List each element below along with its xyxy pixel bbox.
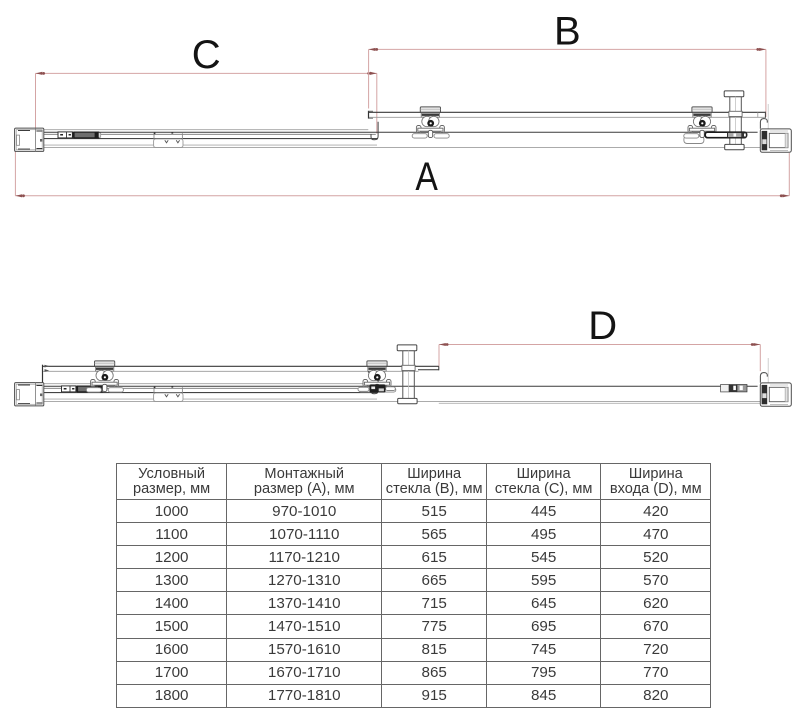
svg-text:A: A (415, 155, 438, 199)
svg-text:C: C (192, 33, 221, 77)
svg-text:D: D (588, 304, 617, 348)
svg-text:B: B (554, 10, 581, 54)
